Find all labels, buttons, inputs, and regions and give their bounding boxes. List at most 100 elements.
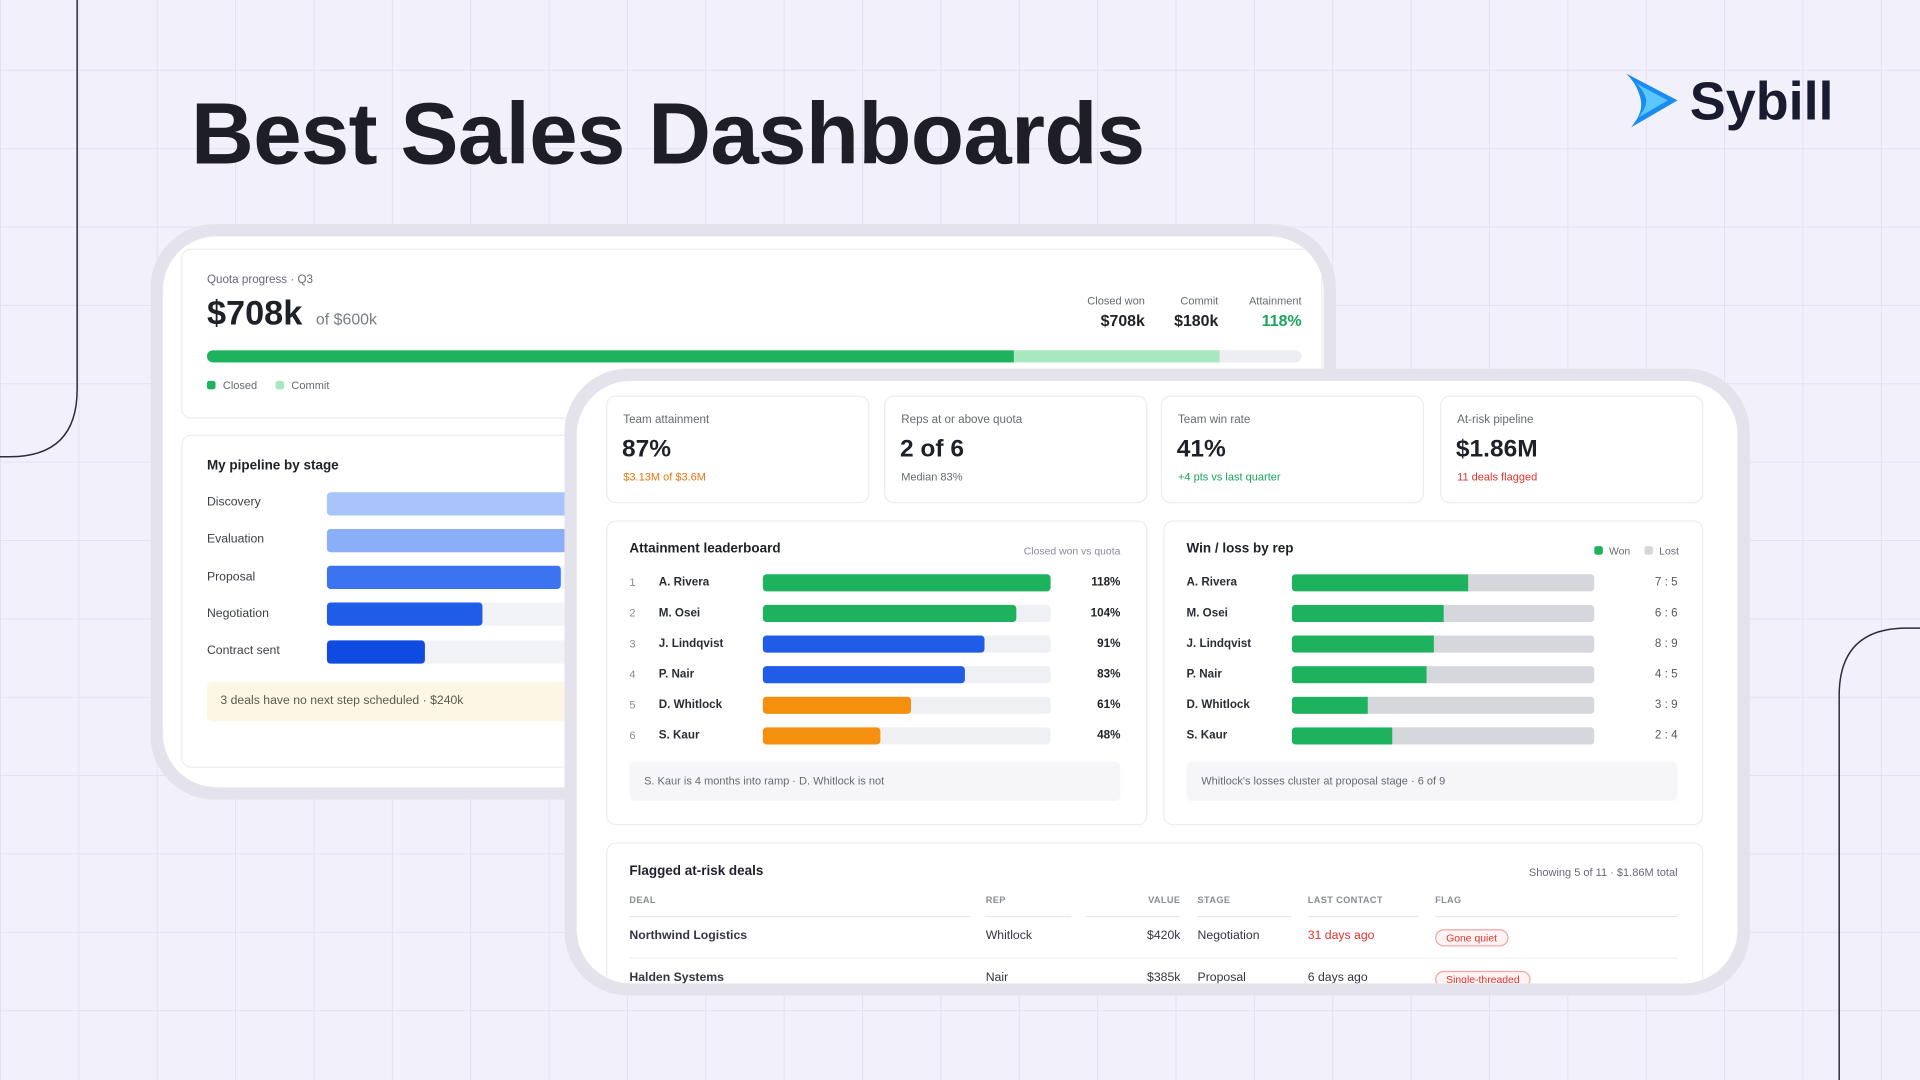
rep-name: A. Rivera [1186, 575, 1237, 590]
bar-track [762, 696, 1051, 714]
record-label: 4 : 5 [1654, 667, 1678, 682]
rank: 6 [629, 729, 636, 742]
stage-bar [326, 602, 483, 627]
kpi-sub: 11 deals flagged [1457, 470, 1538, 484]
legend-swatch [1594, 546, 1603, 555]
row-rule [629, 957, 1678, 959]
column-header: VALUE [1148, 894, 1181, 906]
quota-amount: $708k [206, 294, 303, 333]
kpi-card [1160, 395, 1425, 504]
table-cell: 6 days ago [1307, 971, 1368, 984]
rep-name: P. Nair [658, 667, 695, 682]
pipeline-title: My pipeline by stage [206, 458, 339, 474]
attainment-bar [762, 604, 1017, 623]
rep-name: J. Lindqvist [658, 637, 724, 651]
lost-bar [1291, 635, 1595, 653]
stage-label: Discovery [206, 495, 261, 510]
record-label: 8 : 9 [1654, 637, 1678, 651]
rep-name: A. Rivera [658, 575, 710, 590]
leaderboard-note: S. Kaur is 4 months into ramp · D. Whitl… [644, 774, 885, 787]
lost-bar [1291, 727, 1595, 745]
rep-name: S. Kaur [658, 728, 700, 743]
attainment-bar [762, 666, 966, 684]
kpi-value: 2 of 6 [900, 435, 964, 463]
attainment-bar [762, 696, 912, 714]
table-cell: $420k [1147, 929, 1181, 943]
table-cell: Northwind Logistics [629, 929, 748, 943]
stage-label: Negotiation [206, 607, 269, 621]
table-caption: Showing 5 of 11 · $1.86M total [1528, 866, 1678, 879]
kpi-sub: $3.13M of $3.6M [623, 470, 706, 484]
stage-bar [326, 565, 561, 590]
bar-track [762, 604, 1051, 623]
rep-name: J. Lindqvist [1186, 637, 1252, 651]
record-label: 2 : 4 [1654, 728, 1678, 743]
stage-bar [326, 640, 425, 664]
logo-shape [1635, 83, 1668, 118]
rank: 5 [629, 698, 636, 711]
kpi-card [884, 395, 1148, 504]
kpi-sub: +4 pts vs last quarter [1177, 470, 1281, 484]
stat-value: $708k [1100, 311, 1145, 330]
bar-track [762, 635, 1051, 653]
won-bar [1291, 727, 1393, 745]
page-title: Best Sales Dashboards [191, 86, 1145, 183]
front-card: Attainment leaderboard Closed won vs quo… [576, 380, 1738, 984]
rep-name: M. Osei [658, 606, 701, 620]
kpi-value: 87% [622, 435, 672, 463]
winloss-title: Win / loss by rep [1186, 541, 1294, 557]
won-bar [1291, 604, 1444, 623]
flag-pill: Single-threaded [1435, 970, 1531, 984]
quota-segment [1014, 350, 1220, 363]
stat-value: $180k [1174, 311, 1219, 330]
quota-label: Quota progress · Q3 [206, 273, 313, 287]
column-header: DEAL [629, 894, 656, 906]
legend-swatch [206, 380, 216, 390]
leaderboard-note-box [629, 761, 1121, 801]
legend-label: Lost [1659, 544, 1679, 558]
stat-value: 118% [1261, 311, 1302, 330]
brand-logo [1626, 73, 1678, 128]
stage-label: Evaluation [206, 533, 265, 547]
won-bar [1291, 574, 1469, 592]
attainment-label: 91% [1097, 637, 1121, 651]
kpi-card [1440, 395, 1704, 504]
attainment-bar [762, 727, 880, 745]
pipeline-note-box [206, 682, 612, 722]
header-rule [1197, 915, 1292, 918]
front-stage: Attainment leaderboard Closed won vs quo… [577, 381, 1738, 984]
lost-bar [1291, 574, 1595, 592]
table-cell: Negotiation [1197, 929, 1260, 943]
table-cell: Halden Systems [629, 971, 724, 984]
bar-track [762, 666, 1051, 684]
decor-curve [1838, 627, 1920, 1080]
rank: 2 [629, 606, 636, 620]
leaderboard-title: Attainment leaderboard [629, 541, 781, 557]
lost-bar [1291, 666, 1595, 684]
winloss-note-box [1186, 761, 1678, 801]
table-title: Flagged at-risk deals [629, 863, 764, 879]
attainment-bar [762, 574, 1051, 592]
attainment-label: 83% [1097, 667, 1121, 682]
header-rule [1435, 915, 1678, 918]
column-header: LAST CONTACT [1307, 894, 1383, 906]
lost-bar [1291, 604, 1595, 623]
rep-name: D. Whitlock [658, 698, 723, 712]
won-bar [1291, 696, 1368, 714]
legend-label: Closed [222, 379, 258, 392]
column-header: FLAG [1435, 894, 1462, 906]
brand-name: Sybill [1689, 71, 1834, 132]
rep-name: M. Osei [1186, 606, 1228, 620]
attainment-label: 61% [1097, 698, 1121, 712]
winloss-note: Whitlock's losses cluster at proposal st… [1201, 774, 1446, 787]
rep-name: S. Kaur [1186, 728, 1228, 743]
stage-label: Proposal [206, 570, 256, 584]
legend-swatch [1644, 546, 1654, 555]
header-rule [1307, 915, 1418, 918]
lost-bar [1291, 696, 1595, 714]
rank: 3 [629, 637, 636, 650]
quota-segment [206, 350, 1015, 363]
leaderboard-caption: Closed won vs quota [1023, 544, 1121, 558]
header-rule [985, 915, 1072, 918]
